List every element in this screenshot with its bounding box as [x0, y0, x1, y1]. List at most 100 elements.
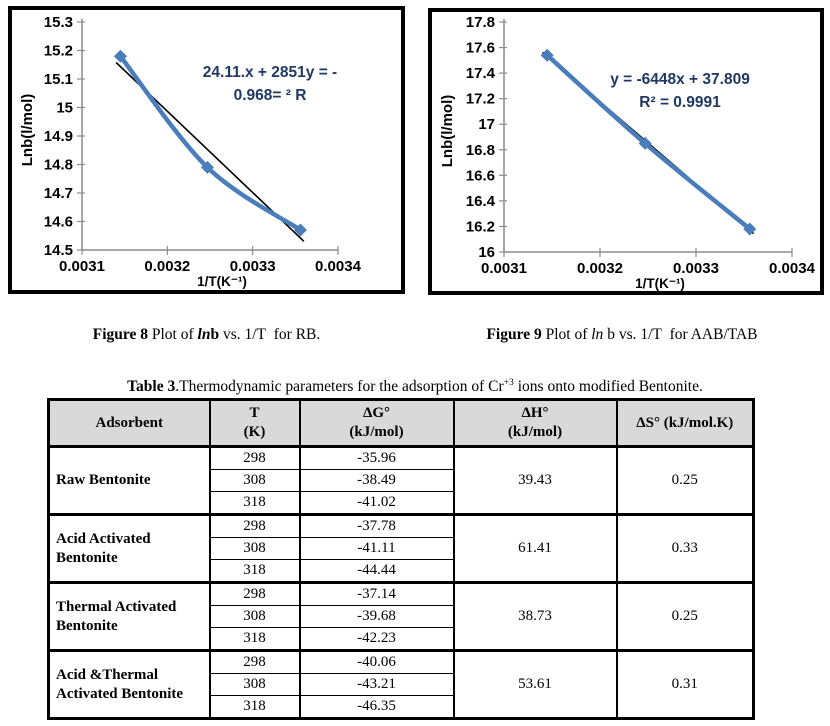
table3-caption: Table 3.Thermodynamic parameters for the…	[0, 377, 830, 396]
table-row: Acid Activated Bentonite 298 -37.78 61.41 0.…	[47, 513, 755, 583]
table-row: 308 -43.21	[49, 673, 754, 696]
delta-g-cell: -46.35	[298, 695, 455, 719]
data-marker	[293, 223, 307, 237]
caption-segment: Table 3	[127, 378, 176, 396]
delta-h-cell: 53.61	[452, 649, 618, 719]
table-row: Raw Bentonite 298 -35.96 39.43 0.25	[47, 445, 755, 515]
data-marker	[638, 136, 652, 150]
series-line	[118, 53, 303, 233]
temperature-cell: 308	[208, 605, 301, 628]
y-tick-label: 16.6	[466, 167, 495, 184]
adsorbent-cell: Raw Bentonite	[47, 445, 211, 515]
delta-g-cell: -40.06	[298, 649, 455, 674]
y-tick-label: 15.1	[44, 71, 73, 88]
temperature-cell: 298	[208, 513, 301, 538]
equation-annotation: 0.968= ² R	[234, 87, 307, 104]
x-tick-label: 0.0032	[577, 260, 623, 277]
caption-segment: b vs. 1/T for AAB/TAB	[603, 326, 758, 343]
delta-h-cell: 38.73	[452, 581, 618, 651]
x-tick-label: 0.0034	[769, 260, 816, 277]
temperature-cell: 298	[208, 581, 301, 606]
x-axis-title: 1/T(K⁻¹)	[635, 276, 685, 291]
delta-g-cell: -42.23	[298, 627, 455, 651]
equation-annotation: 24.11.x + 2851y = -	[203, 64, 337, 81]
x-axis-title: 1/T(K⁻¹)	[197, 274, 247, 289]
y-tick-label: 17.4	[466, 65, 496, 82]
figure8-chart: 14.5 14.6 14.7 14.8 14.9 15 15.1 15.2 15.3 0.0031…	[8, 6, 405, 294]
thermo-table: Adsorbent T (K) ΔG° (kJ/mol) ΔH° (kJ/mol) ΔS° (…	[47, 398, 755, 720]
temperature-cell: 318	[208, 491, 301, 515]
caption-segment: +3	[503, 377, 514, 388]
caption-segment: Figure 8	[92, 326, 148, 343]
y-tick-label: 17.8	[466, 14, 495, 31]
figure9-chart: 16 16.2 16.4 16.6 16.8 17 17.2 17.4 17.6 17.8 0.00…	[428, 8, 824, 295]
x-tick-label: 0.0031	[481, 260, 527, 277]
delta-g-cell: -35.96	[298, 445, 455, 470]
temperature-cell: 318	[208, 695, 301, 719]
x-tick-label: 0.0033	[673, 260, 719, 277]
y-tick-label: 16.4	[466, 193, 496, 210]
y-tick-label: 14.6	[44, 214, 73, 231]
caption-segment: b	[210, 326, 220, 343]
figure9-plot: 16 16.2 16.4 16.6 16.8 17 17.2 17.4 17.6 17.8 0.00…	[439, 14, 816, 291]
header-cell: ΔG° (kJ/mol)	[298, 398, 455, 448]
y-tick-label: 14.8	[44, 157, 73, 174]
caption-segment: ln	[197, 326, 211, 343]
header-cell: ΔS° (kJ/mol.K)	[615, 398, 755, 448]
data-marker	[200, 160, 214, 174]
header-cell: ΔH° (kJ/mol)	[452, 398, 618, 448]
delta-s-cell: 0.25	[615, 581, 755, 651]
delta-s-cell: 0.31	[615, 649, 755, 719]
y-tick-label: 14.5	[44, 242, 73, 259]
table-row: 308 -38.49	[49, 469, 754, 492]
y-tick-label: 16.8	[466, 142, 495, 159]
temperature-cell: 318	[208, 559, 301, 583]
delta-h-cell: 39.43	[452, 445, 618, 515]
y-tick-label: 14.9	[44, 128, 73, 145]
data-marker	[540, 48, 554, 62]
figure8-plot: 14.5 14.6 14.7 14.8 14.9 15 15.1 15.2 15.3 0.0031…	[19, 14, 362, 289]
caption-segment: .Thermodynamic parameters for the adsorp…	[175, 378, 504, 396]
table-row: 318 -44.44	[49, 559, 754, 583]
caption-segment: Figure 9	[486, 326, 542, 343]
y-tick-label: 17	[478, 116, 495, 133]
table-row: Thermal Activated Bentonite 298 -37.14 38.7…	[47, 581, 755, 651]
temperature-cell: 298	[208, 445, 301, 470]
table-row: Acid &Thermal Activated Bentonite 298 -40.…	[47, 649, 755, 719]
y-tick-label: 17.6	[466, 40, 495, 57]
x-tick-label: 0.0031	[59, 258, 105, 275]
y-tick-label: 15.2	[44, 43, 73, 60]
figure9-caption: Figure 9 Plot of ln b vs. 1/T for AAB/TA…	[420, 326, 824, 344]
delta-s-cell: 0.33	[615, 513, 755, 583]
delta-g-cell: -44.44	[298, 559, 455, 583]
table-row: 318 -46.35	[49, 695, 754, 719]
delta-g-cell: -43.21	[298, 673, 455, 696]
caption-segment: Plot of	[147, 326, 198, 343]
x-tick-label: 0.0032	[144, 258, 190, 275]
equation-annotation: R² = 0.9991	[639, 94, 721, 111]
delta-h-cell: 61.41	[452, 513, 618, 583]
y-axis-title: Lnb(l/mol)	[439, 95, 456, 167]
figure8-caption: Figure 8 Plot of lnb vs. 1/T for RB.	[8, 326, 405, 344]
y-tick-label: 17.2	[466, 91, 495, 108]
adsorbent-cell: Acid Activated Bentonite	[47, 513, 211, 583]
delta-s-cell: 0.25	[615, 445, 755, 515]
x-tick-label: 0.0034	[315, 258, 362, 275]
caption-segment: ions onto modified Bentonite.	[513, 378, 703, 396]
delta-g-cell: -41.11	[298, 537, 455, 560]
y-tick-label: 15.3	[44, 14, 73, 31]
adsorbent-cell: Acid &Thermal Activated Bentonite	[47, 649, 211, 719]
caption-segment: Plot of	[541, 326, 592, 343]
temperature-cell: 318	[208, 627, 301, 651]
data-marker	[743, 222, 757, 236]
temperature-cell: 308	[208, 537, 301, 560]
table-row: 318 -42.23	[49, 627, 754, 651]
equation-annotation: y = -6448x + 37.809	[610, 71, 750, 88]
y-tick-label: 15	[56, 100, 73, 117]
caption-segment: vs. 1/T for RB.	[219, 326, 321, 343]
delta-g-cell: -39.68	[298, 605, 455, 628]
delta-g-cell: -37.78	[298, 513, 455, 538]
x-tick-label: 0.0033	[230, 258, 276, 275]
delta-g-cell: -37.14	[298, 581, 455, 606]
